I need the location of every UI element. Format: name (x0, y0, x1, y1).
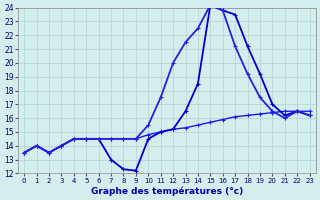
X-axis label: Graphe des températures (°c): Graphe des températures (°c) (91, 186, 243, 196)
